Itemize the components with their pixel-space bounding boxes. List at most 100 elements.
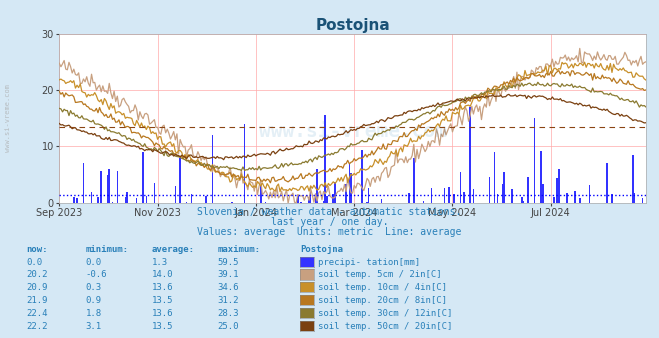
Bar (146, 196, 147, 203)
Bar (326, 196, 328, 203)
Bar (310, 186, 312, 203)
Bar (632, 154, 634, 203)
Bar (212, 135, 214, 203)
Bar (588, 185, 590, 203)
Bar (350, 173, 352, 203)
Text: 28.3: 28.3 (217, 309, 239, 318)
Bar (190, 194, 192, 203)
Bar (323, 201, 324, 203)
Bar (366, 202, 368, 203)
Text: Values: average  Units: metric  Line: average: Values: average Units: metric Line: aver… (197, 227, 462, 237)
Bar (556, 178, 558, 203)
Text: www.si-vreme.com: www.si-vreme.com (5, 84, 11, 152)
Bar (349, 163, 350, 203)
Bar (109, 169, 110, 203)
Bar (205, 196, 207, 203)
Bar (142, 152, 144, 203)
Text: soil temp. 20cm / 8in[C]: soil temp. 20cm / 8in[C] (318, 296, 447, 305)
Bar (497, 194, 498, 203)
Text: 59.5: 59.5 (217, 258, 239, 267)
Text: www.si-vreme.com: www.si-vreme.com (258, 122, 447, 141)
Bar (125, 197, 126, 203)
Bar (642, 198, 643, 203)
Bar (611, 194, 613, 203)
Text: 31.2: 31.2 (217, 296, 239, 305)
Text: soil temp. 10cm / 4in[C]: soil temp. 10cm / 4in[C] (318, 283, 447, 292)
Text: 22.2: 22.2 (26, 322, 48, 331)
Bar (265, 202, 266, 203)
Text: 3.1: 3.1 (86, 322, 101, 331)
Bar (308, 197, 310, 203)
Text: minimum:: minimum: (86, 245, 129, 254)
Bar (413, 158, 415, 203)
Bar (542, 184, 544, 203)
Text: 20.2: 20.2 (26, 270, 48, 280)
Text: -0.6: -0.6 (86, 270, 107, 280)
Text: 25.0: 25.0 (217, 322, 239, 331)
Bar (231, 202, 233, 203)
Bar (469, 107, 471, 203)
Bar (345, 184, 347, 203)
Bar (179, 158, 181, 203)
Text: soil temp. 30cm / 12in[C]: soil temp. 30cm / 12in[C] (318, 309, 453, 318)
Bar (553, 197, 555, 203)
Bar (448, 187, 450, 203)
Text: soil temp. 5cm / 2in[C]: soil temp. 5cm / 2in[C] (318, 270, 442, 280)
Bar (460, 172, 461, 203)
Bar (453, 194, 455, 203)
Text: Slovenia / weather data - automatic stations.: Slovenia / weather data - automatic stat… (197, 207, 462, 217)
Bar (473, 189, 474, 203)
Bar (76, 198, 78, 203)
Bar (175, 186, 176, 203)
Text: precipi- tation[mm]: precipi- tation[mm] (318, 258, 420, 267)
Title: Postojna: Postojna (315, 18, 390, 33)
Bar (408, 193, 410, 203)
Bar (117, 171, 118, 203)
Text: 39.1: 39.1 (217, 270, 239, 280)
Bar (260, 185, 262, 203)
Bar (368, 188, 370, 203)
Text: 0.3: 0.3 (86, 283, 101, 292)
Bar (186, 202, 187, 203)
Bar (540, 151, 542, 203)
Bar (527, 177, 529, 203)
Text: 21.9: 21.9 (26, 296, 48, 305)
Text: average:: average: (152, 245, 194, 254)
Bar (324, 115, 326, 203)
Bar (332, 194, 334, 203)
Text: 13.5: 13.5 (152, 322, 173, 331)
Bar (606, 163, 608, 203)
Bar (316, 169, 318, 203)
Bar (107, 175, 109, 203)
Text: 22.4: 22.4 (26, 309, 48, 318)
Text: 14.0: 14.0 (152, 270, 173, 280)
Bar (444, 188, 445, 203)
Bar (558, 169, 559, 203)
Bar (91, 192, 92, 203)
Bar (361, 150, 363, 203)
Text: 0.0: 0.0 (86, 258, 101, 267)
Text: 13.6: 13.6 (152, 309, 173, 318)
Bar (73, 197, 74, 203)
Text: 20.9: 20.9 (26, 283, 48, 292)
Text: 1.8: 1.8 (86, 309, 101, 318)
Bar (97, 197, 99, 203)
Text: 34.6: 34.6 (217, 283, 239, 292)
Bar (534, 118, 536, 203)
Bar (634, 193, 635, 203)
Bar (381, 199, 382, 203)
Bar (244, 124, 245, 203)
Bar (100, 171, 102, 203)
Bar (503, 172, 505, 203)
Bar (463, 192, 465, 203)
Text: maximum:: maximum: (217, 245, 260, 254)
Bar (154, 183, 155, 203)
Bar (521, 197, 523, 203)
Text: 13.6: 13.6 (152, 283, 173, 292)
Bar (111, 202, 113, 203)
Bar (334, 182, 335, 203)
Text: 1.3: 1.3 (152, 258, 167, 267)
Bar (136, 198, 138, 203)
Bar (494, 152, 495, 203)
Text: 13.5: 13.5 (152, 296, 173, 305)
